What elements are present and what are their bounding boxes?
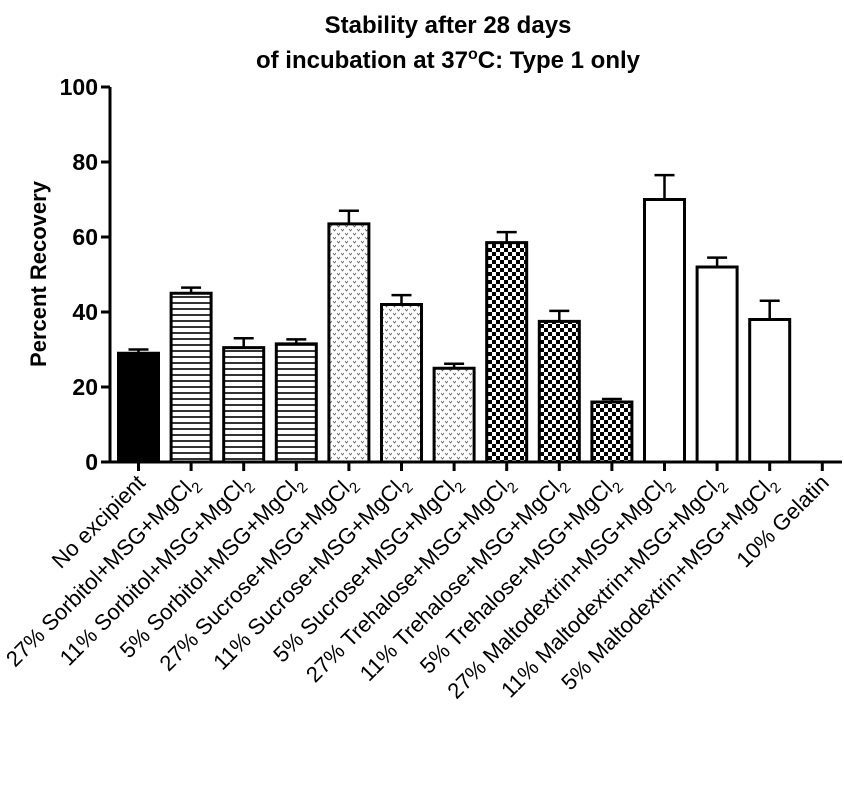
y-tick-label: 0 <box>85 449 98 475</box>
bar <box>380 303 423 464</box>
bar <box>537 319 581 464</box>
bar <box>643 198 686 464</box>
bars-group <box>117 173 792 464</box>
y-tick-label: 40 <box>72 299 98 325</box>
bar <box>117 351 160 464</box>
bar <box>590 400 634 464</box>
bar <box>169 291 213 464</box>
y-tick-label: 100 <box>60 74 98 100</box>
y-tick-label: 80 <box>72 149 98 175</box>
bar <box>432 366 476 464</box>
bar <box>222 346 266 464</box>
chart-title-line1: Stability after 28 days <box>325 12 572 39</box>
y-tick-label: 20 <box>72 374 98 400</box>
y-tick-label: 60 <box>72 224 98 250</box>
chart-title-line2: of incubation at 37oC: Type 1 only <box>256 46 641 74</box>
y-axis-label: Percent Recovery <box>26 180 51 367</box>
bar <box>748 318 792 464</box>
bar <box>485 241 529 464</box>
y-axis: 0 20 40 60 80 100 <box>60 74 112 475</box>
bar <box>695 265 739 464</box>
bar <box>327 222 371 464</box>
bar <box>274 342 318 464</box>
